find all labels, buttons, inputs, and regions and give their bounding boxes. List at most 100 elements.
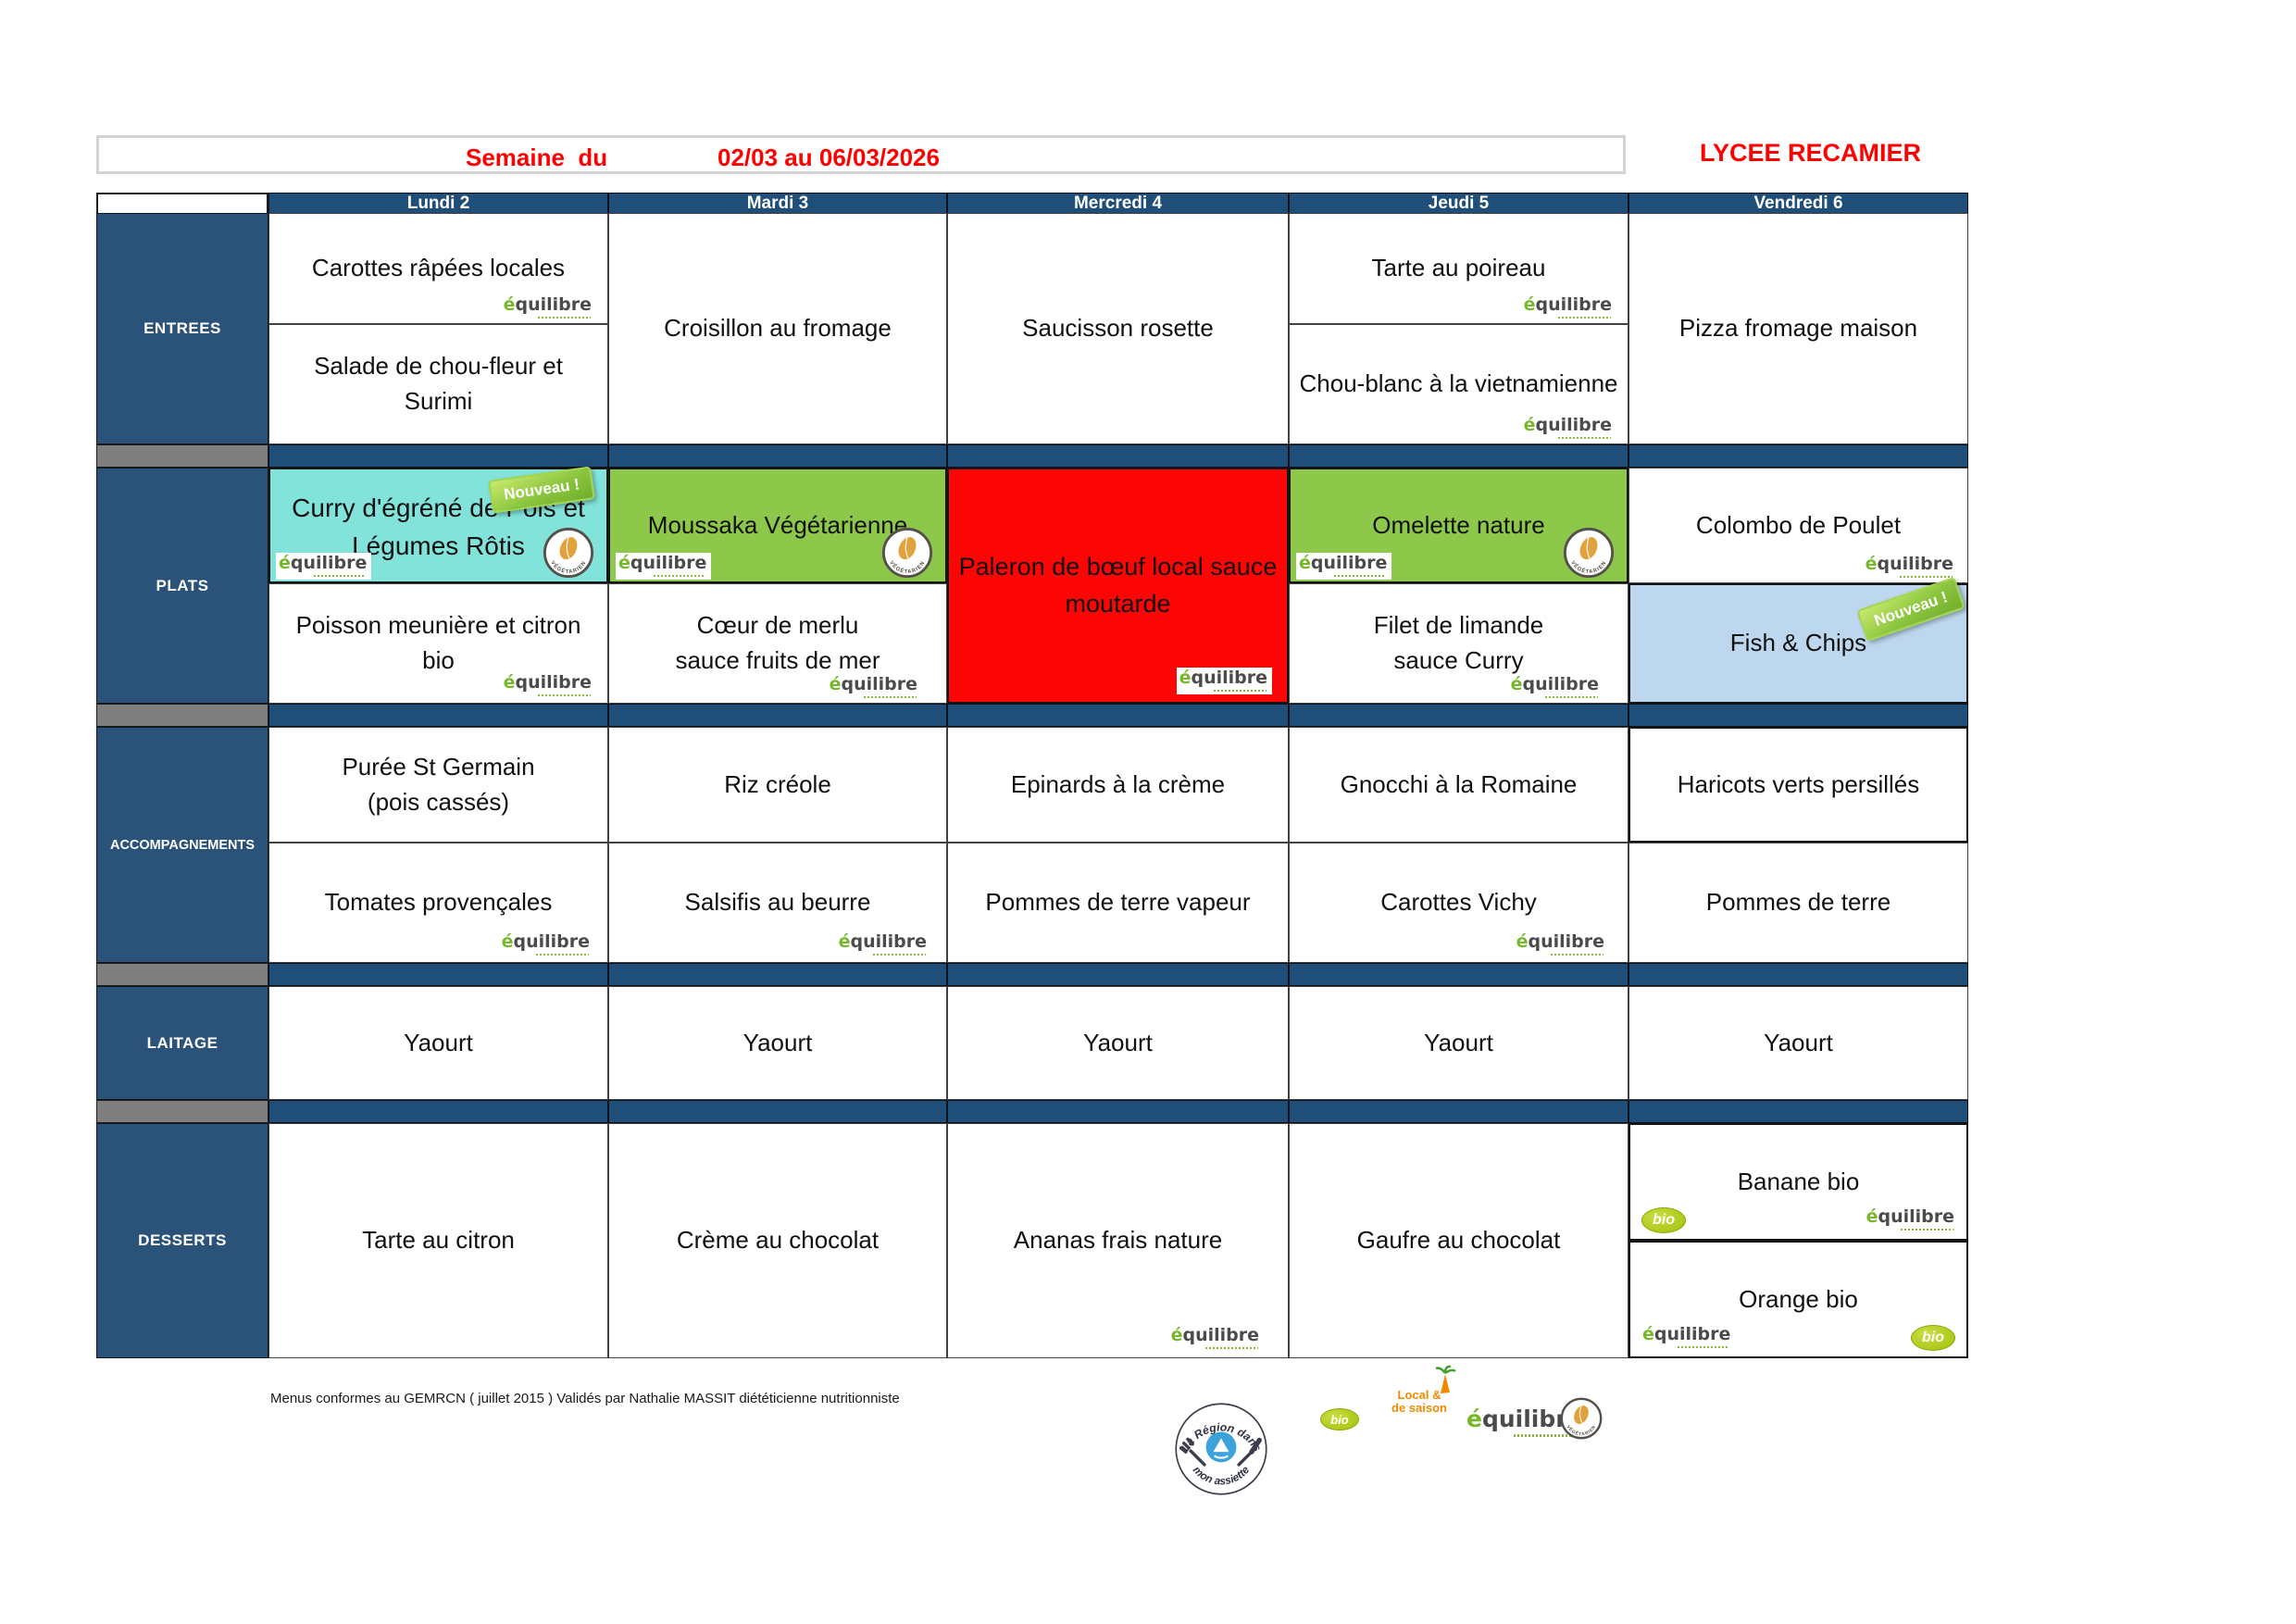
cell-laitage-vendredi: Yaourt	[1628, 986, 1968, 1100]
cell-plats-jeudi-2: Filet de limande sauce Curry équilibre	[1289, 583, 1628, 704]
separator-bar	[268, 1100, 608, 1123]
region-stamp-logo: La Région dans mon assiette	[1175, 1403, 1267, 1495]
equilibre-logo: équilibre	[1863, 1206, 1959, 1233]
dish-label: Pommes de terre	[1705, 888, 1891, 917]
vegetarien-badge: VÉGÉTARIEN	[543, 527, 594, 579]
cell-accomp-mercredi-2: Pommes de terre vapeur	[947, 843, 1289, 963]
footer-note: Menus conformes au GEMRCN ( juillet 2015…	[270, 1391, 900, 1406]
cell-plats-mardi-2: Cœur de merlu sauce fruits de mer équili…	[608, 583, 947, 704]
cell-entrees-lundi-1: Carottes râpées locales équilibre	[268, 213, 608, 324]
cell-plats-vendredi-2: Fish & Chips Nouveau !	[1628, 576, 1968, 704]
separator-bar	[608, 704, 947, 727]
separator-bar	[608, 1100, 947, 1123]
day-header-mardi: Mardi 3	[608, 193, 947, 215]
cell-accomp-vendredi-2: Pommes de terre	[1628, 843, 1968, 963]
carrot-icon	[1435, 1365, 1456, 1393]
knife-icon	[1237, 1437, 1262, 1467]
cell-entrees-jeudi-1: Tarte au poireau équilibre	[1289, 213, 1628, 324]
fork-icon	[1179, 1437, 1206, 1467]
local-line2: de saison	[1391, 1400, 1447, 1415]
local-de-saison-logo: Local & de saison	[1383, 1365, 1456, 1415]
separator-bar	[947, 444, 1289, 468]
equilibre-logo: équilibre	[1296, 553, 1392, 580]
cell-accomp-vendredi-1: Haricots verts persillés	[1628, 727, 1968, 843]
equilibre-logo: équilibre	[1862, 554, 1958, 581]
sidebar-entrees: ENTREES	[96, 213, 268, 444]
equilibre-logo: équilibre	[500, 672, 596, 699]
equilibre-logo: équilibre	[498, 931, 594, 958]
cell-entrees-mardi: Croisillon au fromage	[608, 213, 947, 444]
equilibre-logo: équilibre	[276, 553, 372, 580]
dish-label: Riz créole	[724, 769, 831, 798]
dish-label: Pommes de terre vapeur	[985, 888, 1251, 917]
dish-label: Yaourt	[404, 1028, 473, 1056]
cell-laitage-mardi: Yaourt	[608, 986, 947, 1100]
cell-laitage-jeudi: Yaourt	[1289, 986, 1628, 1100]
dish-label: Orange bio	[1739, 1284, 1858, 1313]
equilibre-logo: équilibre	[1640, 1324, 1736, 1351]
separator-gray	[96, 444, 268, 468]
cell-desserts-lundi: Tarte au citron	[268, 1123, 608, 1358]
cell-accomp-mardi-1: Riz créole	[608, 727, 947, 843]
cell-laitage-lundi: Yaourt	[268, 986, 608, 1100]
cell-laitage-mercredi: Yaourt	[947, 986, 1289, 1100]
bio-badge: bio	[1911, 1325, 1955, 1351]
separator-gray	[96, 1100, 268, 1123]
dish-label: Epinards à la crème	[1010, 769, 1226, 798]
cell-accomp-lundi-1: Purée St Germain (pois cassés)	[268, 727, 608, 843]
dish-label: Gaufre au chocolat	[1356, 1226, 1561, 1255]
dish-label: Purée St Germain (pois cassés)	[342, 752, 535, 816]
equilibre-logo: équilibre	[616, 553, 712, 580]
separator-bar	[1628, 704, 1968, 727]
separator-bar	[947, 704, 1289, 727]
cell-desserts-vendredi-1: Banane bio bio équilibre	[1628, 1123, 1968, 1241]
equilibre-logo: équilibre	[1520, 415, 1616, 442]
region-stamp-bottom-text: mon assiette	[1191, 1464, 1253, 1488]
cell-plats-jeudi-1: Omelette nature équilibre VÉGÉTARIEN	[1289, 468, 1628, 583]
cell-accomp-lundi-2: Tomates provençales équilibre	[268, 843, 608, 963]
dish-label: Saucisson rosette	[1022, 314, 1214, 343]
separator-bar	[608, 963, 947, 986]
bio-logo: bio	[1320, 1408, 1359, 1430]
cell-desserts-mardi: Crème au chocolat	[608, 1123, 947, 1358]
bio-badge: bio	[1641, 1207, 1686, 1233]
dish-label: Banane bio	[1737, 1167, 1860, 1195]
dish-label: Chou-blanc à la vietnamienne	[1299, 369, 1618, 398]
dish-label: Tomates provençales	[324, 888, 553, 917]
sidebar-plats: PLATS	[96, 468, 268, 704]
separator-bar	[268, 444, 608, 468]
cell-entrees-vendredi: Pizza fromage maison	[1628, 213, 1968, 444]
separator-bar	[1628, 1100, 1968, 1123]
cell-plats-lundi-2: Poisson meunière et citron bio équilibre	[268, 583, 608, 704]
dish-label: Omelette nature	[1372, 510, 1545, 539]
dish-label: Fish & Chips	[1729, 629, 1867, 657]
separator-bar	[608, 444, 947, 468]
cell-desserts-mercredi: Ananas frais nature équilibre	[947, 1123, 1289, 1358]
dish-label: Haricots verts persillés	[1677, 769, 1920, 798]
sidebar-desserts: DESSERTS	[96, 1123, 268, 1358]
dish-label: Colombo de Poulet	[1695, 510, 1902, 539]
dish-label: Moussaka Végétarienne	[647, 510, 908, 539]
separator-bar	[1289, 963, 1628, 986]
separator-bar	[947, 963, 1289, 986]
sidebar-laitage: LAITAGE	[96, 986, 268, 1100]
equilibre-logo: équilibre	[835, 931, 931, 958]
separator-bar	[268, 704, 608, 727]
dish-label: Poisson meunière et citron bio	[295, 611, 581, 674]
cell-desserts-jeudi: Gaufre au chocolat	[1289, 1123, 1628, 1358]
dish-label: Yaourt	[1083, 1028, 1153, 1056]
separator-bar	[268, 963, 608, 986]
dish-label: Tarte au citron	[362, 1226, 515, 1255]
dish-label: Salade de chou-fleur et Surimi	[314, 352, 563, 415]
separator-bar	[1289, 704, 1628, 727]
equilibre-logo: équilibre	[500, 294, 596, 321]
day-header-mercredi: Mercredi 4	[947, 193, 1289, 215]
separator-bar	[947, 1100, 1289, 1123]
dish-label: Yaourt	[742, 1028, 813, 1056]
dish-label: Yaourt	[1424, 1028, 1493, 1056]
dish-label: Ananas frais nature	[1013, 1226, 1223, 1255]
cell-entrees-lundi-2: Salade de chou-fleur et Surimi	[268, 324, 608, 444]
week-label: Semaine du	[466, 144, 608, 171]
dish-label: Croisillon au fromage	[664, 314, 892, 343]
